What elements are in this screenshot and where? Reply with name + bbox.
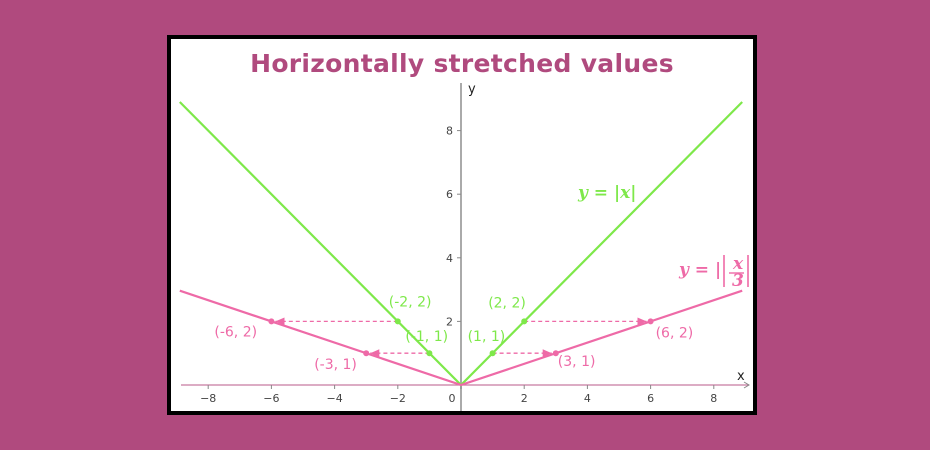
x-tick-label: 6 bbox=[647, 392, 654, 405]
x-tick-label: 2 bbox=[521, 392, 528, 405]
y-tick-label: 4 bbox=[446, 252, 453, 265]
point-label: (2, 2) bbox=[488, 295, 526, 311]
point-label: (-6, 2) bbox=[214, 324, 257, 340]
data-point bbox=[489, 350, 496, 357]
chart-panel: Horizontally stretched values x y −8 −6 −4 −2… bbox=[171, 39, 753, 411]
point-label: (1, 1) bbox=[468, 329, 506, 345]
x-tick-label: 8 bbox=[710, 392, 717, 405]
plot-area: x y −8 −6 −4 −2 0 2 4 6 8 2 4 6 8 (-2, 2) (2, 2) (-1, 1) (… bbox=[179, 82, 750, 411]
data-point bbox=[426, 350, 433, 357]
x-tick-label: 0 bbox=[449, 392, 456, 405]
data-point bbox=[552, 350, 559, 357]
x-tick-label: −8 bbox=[200, 392, 216, 405]
equation-label-abs-x: y = |x| bbox=[577, 183, 636, 203]
chart-frame: Horizontally stretched values x y −8 −6 −4 −2… bbox=[167, 35, 757, 415]
point-label: (-3, 1) bbox=[314, 357, 357, 373]
data-point bbox=[363, 350, 370, 357]
x-tick-label: −6 bbox=[263, 392, 279, 405]
x-tick-label: −4 bbox=[326, 392, 342, 405]
x-tick-label: 4 bbox=[584, 392, 591, 405]
equation-denominator: 3 bbox=[732, 271, 744, 291]
y-tick-label: 2 bbox=[446, 315, 453, 328]
point-label: (-1, 1) bbox=[405, 329, 448, 345]
y-tick-label: 6 bbox=[446, 188, 453, 201]
data-point bbox=[268, 318, 275, 325]
point-label: (6, 2) bbox=[656, 325, 694, 341]
data-point bbox=[521, 318, 528, 325]
data-point bbox=[647, 318, 654, 325]
y-axis-label: y bbox=[468, 82, 476, 97]
equation-label-abs-x-over-3: y = | bbox=[678, 260, 721, 280]
y-tick-label: 8 bbox=[446, 125, 453, 138]
data-point bbox=[394, 318, 401, 325]
x-tick-label: −2 bbox=[390, 392, 406, 405]
equation-numerator: x bbox=[732, 254, 744, 274]
x-axis-label: x bbox=[737, 369, 745, 384]
point-label: (3, 1) bbox=[558, 354, 596, 370]
x-axis-arrow bbox=[743, 381, 750, 389]
chart-title: Horizontally stretched values bbox=[250, 49, 674, 78]
point-label: (-2, 2) bbox=[389, 294, 432, 310]
